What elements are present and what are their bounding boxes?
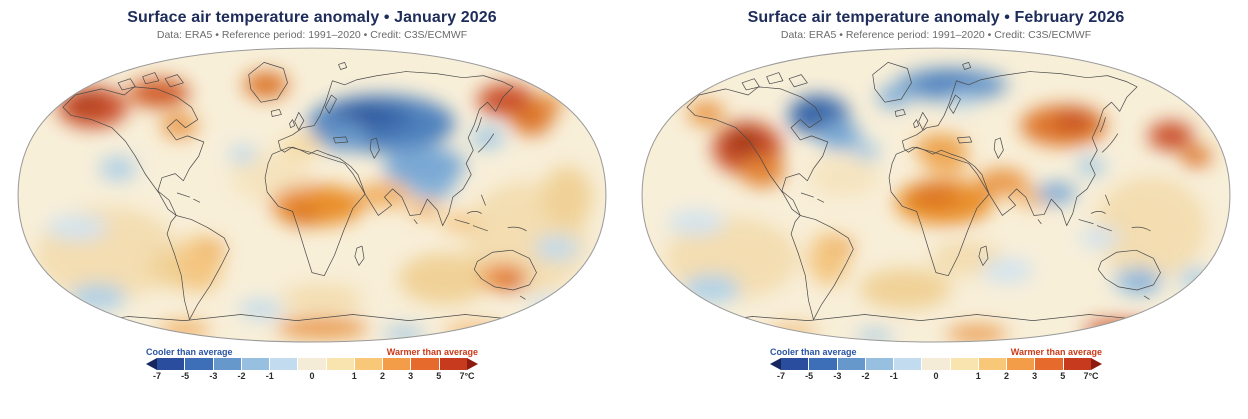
- colorbar-tick-label: 1: [975, 371, 981, 382]
- colorbar-cell: [950, 358, 978, 371]
- colorbar-cell: [922, 358, 950, 371]
- colorbar-tick-label: -2: [237, 371, 246, 382]
- colorbar-cell: [837, 358, 865, 371]
- colorbar-tick-label: 0: [933, 371, 939, 382]
- colorbar-labels: Cooler than average Warmer than average: [770, 347, 1102, 357]
- colorbar-tick-label: 5: [1060, 371, 1066, 382]
- colorbar-cell: [439, 358, 467, 371]
- panel-subtitle: Data: ERA5 • Reference period: 1991–2020…: [156, 29, 468, 41]
- map-february-wrap: [636, 44, 1236, 346]
- colorbar-cell: [411, 358, 439, 371]
- world-map-january: [17, 47, 607, 343]
- colorbar-cell: [1035, 358, 1063, 371]
- colorbar-cell: [809, 358, 837, 371]
- colorbar-cell: [157, 358, 185, 371]
- colorbar-bar: -7 -5 -3 -2 -1 0 1 2 3 5 7°C: [146, 358, 478, 381]
- warmer-label: Warmer than average: [386, 347, 478, 358]
- panel-january: Surface air temperature anomaly • Januar…: [12, 9, 612, 381]
- colorbar-tick-label: 3: [1032, 371, 1038, 382]
- map-january-wrap: [12, 44, 612, 346]
- colorbar-cell: [326, 358, 354, 371]
- colorbar-left-arrow-icon: [146, 358, 157, 371]
- colorbar-tick-label: -1: [265, 371, 274, 382]
- colorbar-cell: [354, 358, 383, 371]
- colorbar-tick-label: 1: [351, 371, 357, 382]
- colorbar-tick-label: 2: [1003, 371, 1009, 382]
- colorbar-ticks: -7 -5 -3 -2 -1 0 1 2 3 5 7°C: [777, 371, 1099, 382]
- colorbar-right-arrow-icon: [1091, 358, 1102, 371]
- colorbar-cells-wrap: -7 -5 -3 -2 -1 0 1 2 3 5 7°C: [153, 358, 475, 381]
- world-map-february: [641, 47, 1231, 343]
- panel-subtitle: Data: ERA5 • Reference period: 1991–2020…: [780, 29, 1092, 41]
- panel-title: Surface air temperature anomaly • Februa…: [747, 9, 1125, 26]
- colorbar-cell: [298, 358, 326, 371]
- anomaly-field: [642, 48, 1230, 343]
- colorbar-tick-label: -5: [181, 371, 190, 382]
- colorbar-tick-label: 2: [379, 371, 385, 382]
- cooler-label: Cooler than average: [146, 347, 233, 358]
- colorbar-cells-wrap: -7 -5 -3 -2 -1 0 1 2 3 5 7°C: [777, 358, 1099, 381]
- colorbar-cell: [894, 358, 922, 371]
- colorbar-cell: [213, 358, 241, 371]
- colorbar: Cooler than average Warmer than average …: [146, 347, 478, 381]
- colorbar-tick-label: -7: [152, 371, 162, 382]
- colorbar-tick-label: -3: [209, 371, 218, 382]
- colorbar-cell: [1007, 358, 1035, 371]
- colorbar-cell: [781, 358, 809, 371]
- colorbar-cells: [157, 358, 467, 371]
- anomaly-field: [18, 48, 606, 343]
- warmer-label: Warmer than average: [1010, 347, 1102, 358]
- cooler-label: Cooler than average: [770, 347, 857, 358]
- panel-title: Surface air temperature anomaly • Januar…: [127, 9, 497, 26]
- colorbar-bar: -7 -5 -3 -2 -1 0 1 2 3 5 7°C: [770, 358, 1102, 381]
- colorbar-cells: [781, 358, 1091, 371]
- colorbar-ticks: -7 -5 -3 -2 -1 0 1 2 3 5 7°C: [153, 371, 475, 382]
- colorbar-cell: [185, 358, 213, 371]
- colorbar-tick-label: -7: [776, 371, 786, 382]
- panel-february: Surface air temperature anomaly • Februa…: [624, 0, 1248, 419]
- colorbar-labels: Cooler than average Warmer than average: [146, 347, 478, 357]
- colorbar-tick-label: 3: [408, 371, 414, 382]
- colorbar-tick-label: -5: [805, 371, 814, 382]
- colorbar-cell: [978, 358, 1007, 371]
- colorbar-tick-label: -2: [861, 371, 870, 382]
- colorbar: Cooler than average Warmer than average …: [770, 347, 1102, 381]
- colorbar-cell: [865, 358, 894, 371]
- colorbar-cell: [383, 358, 411, 371]
- colorbar-tick-label: -3: [833, 371, 842, 382]
- colorbar-tick-label: 7°C: [459, 371, 475, 382]
- colorbar-left-arrow-icon: [770, 358, 781, 371]
- colorbar-cell: [241, 358, 270, 371]
- colorbar-tick-label: 7°C: [1083, 371, 1099, 382]
- colorbar-cell: [270, 358, 298, 371]
- colorbar-cell: [1063, 358, 1091, 371]
- colorbar-tick-label: -1: [889, 371, 898, 382]
- colorbar-right-arrow-icon: [467, 358, 478, 371]
- colorbar-tick-label: 5: [436, 371, 442, 382]
- colorbar-tick-label: 0: [309, 371, 315, 382]
